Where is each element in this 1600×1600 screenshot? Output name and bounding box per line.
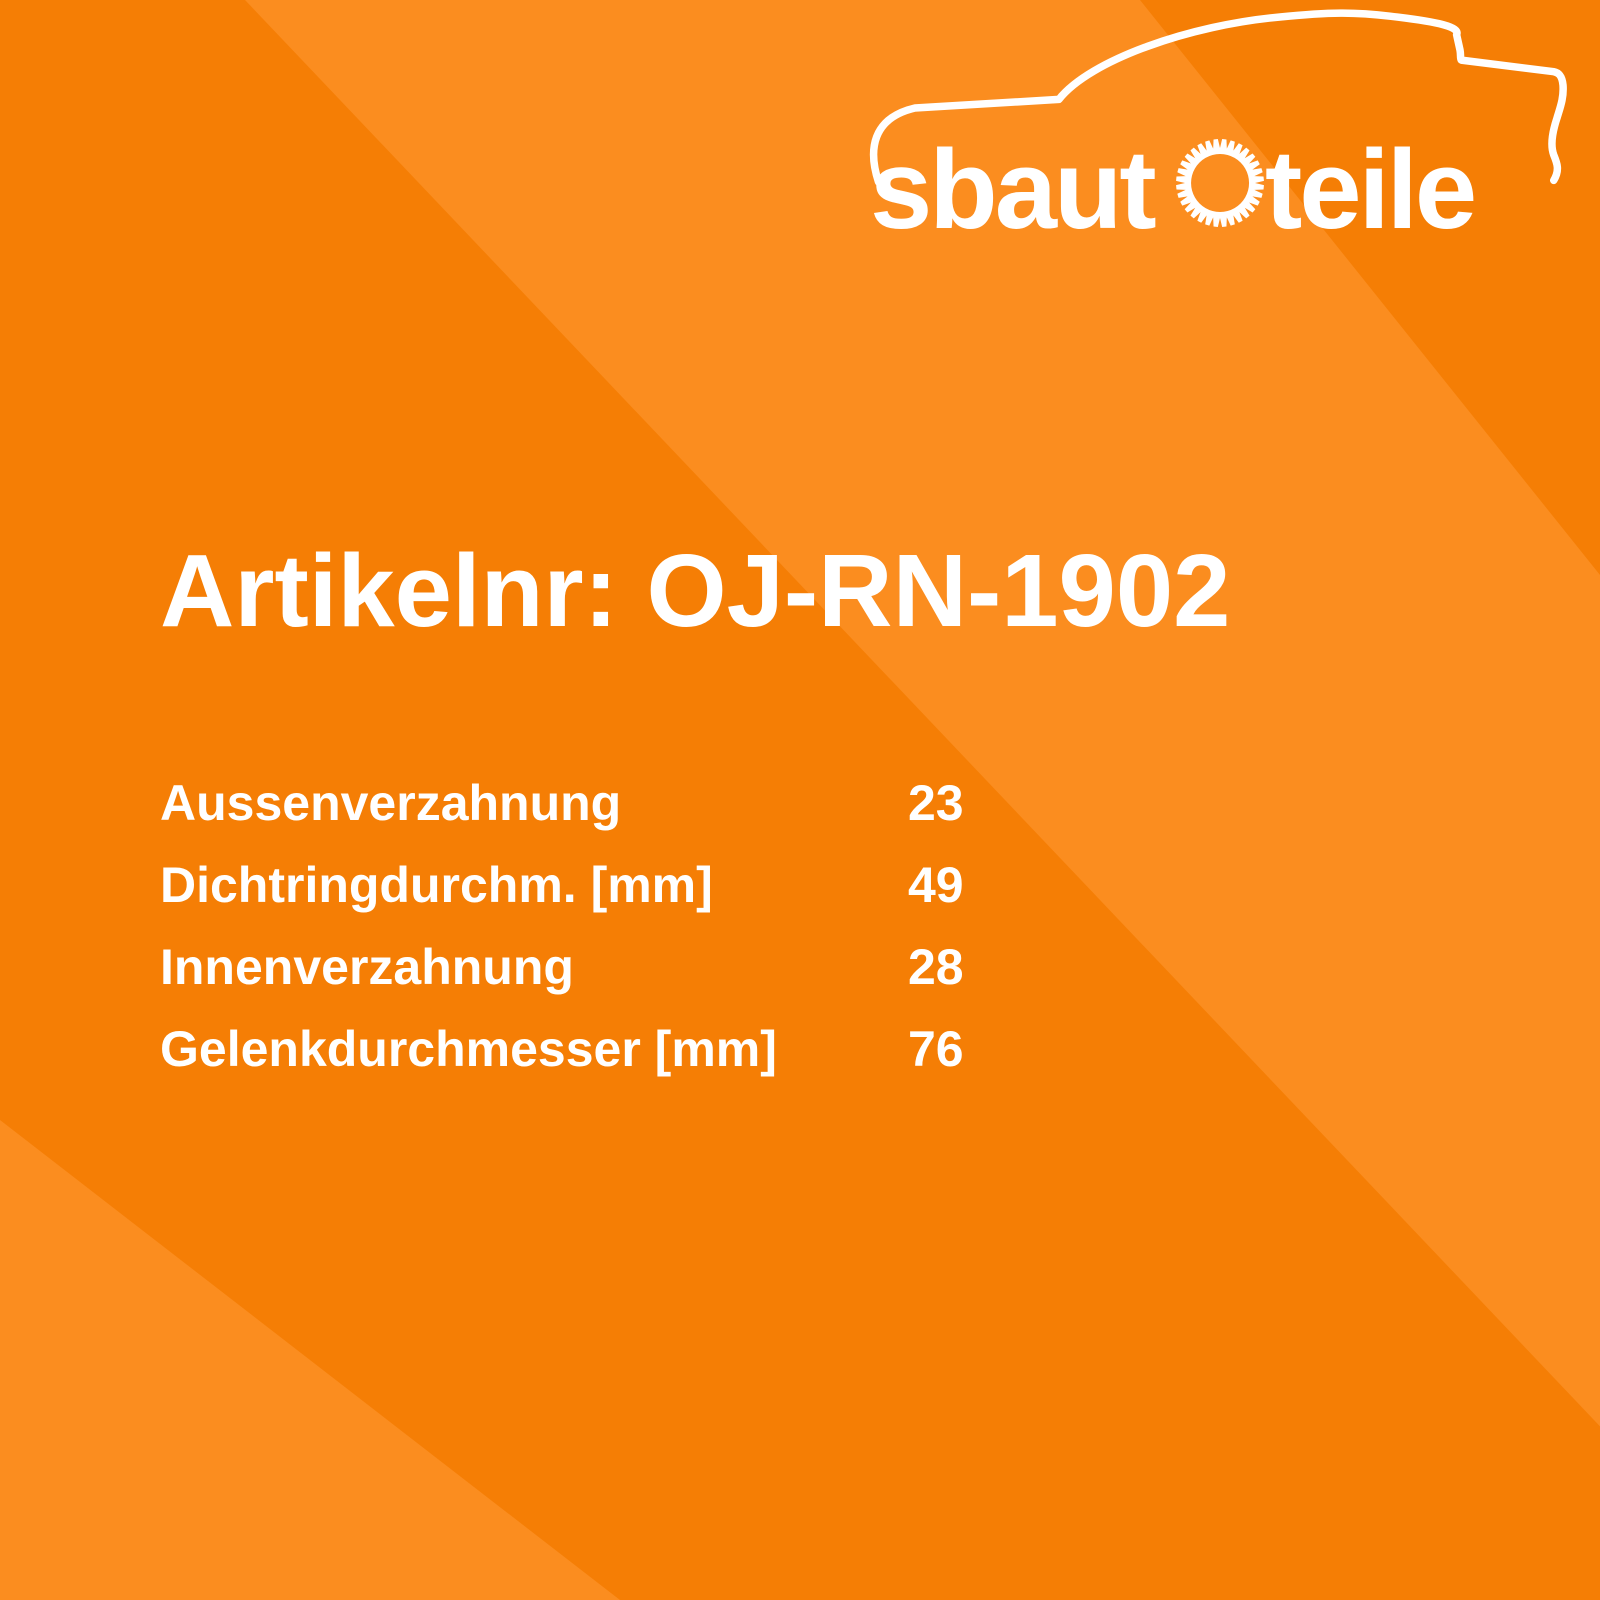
svg-text:teile: teile	[1265, 127, 1474, 252]
svg-text:sbaut: sbaut	[870, 127, 1155, 252]
